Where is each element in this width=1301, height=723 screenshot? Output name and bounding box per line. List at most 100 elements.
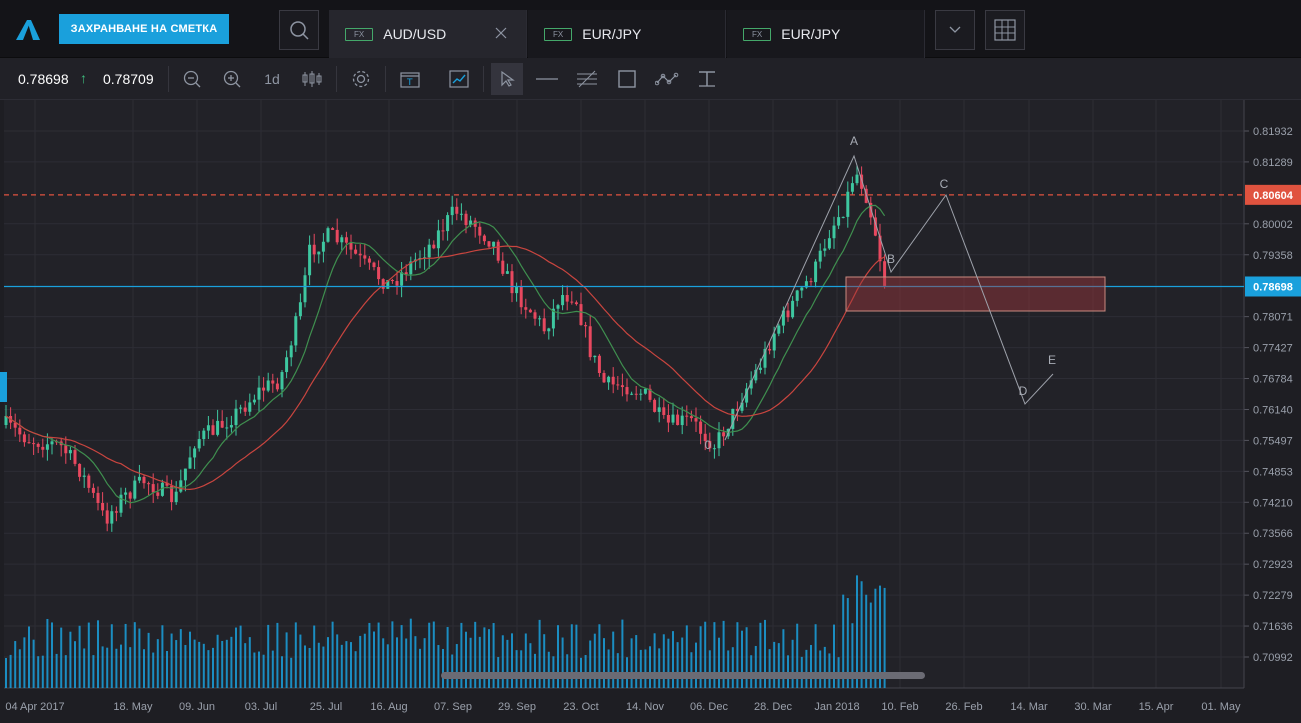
volume-bar	[511, 633, 513, 688]
x-tick-label: 09. Jun	[179, 701, 215, 713]
chart-type-button[interactable]	[296, 63, 328, 95]
fx-badge: FX	[345, 27, 374, 41]
template-button[interactable]: T	[394, 63, 426, 95]
support-zone	[845, 276, 1106, 312]
volume-bar	[193, 639, 196, 688]
candle-body	[501, 260, 505, 274]
save-account-button[interactable]: ЗАХРАНВАНЕ НА СМЕТКА	[59, 14, 229, 44]
candle-body	[114, 511, 118, 513]
volume-bar	[419, 648, 421, 688]
candle-body	[634, 393, 638, 395]
volume-bar	[373, 631, 375, 688]
volume-bar	[428, 622, 431, 688]
x-tick-label: 10. Feb	[881, 701, 918, 713]
candle-body	[689, 416, 693, 419]
wave-label: C	[940, 177, 949, 191]
volume-bar	[354, 651, 357, 688]
side-panel-handle[interactable]	[0, 372, 7, 402]
candle-body	[685, 415, 689, 417]
y-tick-label: 0.75497	[1253, 435, 1293, 447]
volume-bar	[538, 619, 541, 688]
volume-bar	[695, 642, 697, 688]
fibonacci-tool[interactable]	[571, 63, 603, 95]
candle-body	[50, 441, 54, 445]
volume-bar	[869, 602, 872, 688]
price-chart[interactable]: 0.81932 0.81289 0.80002 0.79358 0.78071 0.774…	[0, 100, 1301, 723]
zoom-out-button[interactable]	[176, 63, 208, 95]
y-tick-label: 0.74853	[1253, 466, 1293, 478]
candle-body	[666, 414, 670, 423]
candle-body	[570, 301, 574, 303]
chart-toolbar: 0.78698 ↑ 0.78709 1d	[0, 58, 1301, 100]
wave-pattern	[724, 154, 1054, 441]
candle-body	[827, 238, 831, 249]
volume-bar	[175, 640, 178, 688]
volume-bar	[653, 633, 656, 688]
candle-body	[671, 414, 675, 423]
candle-body	[712, 448, 716, 450]
y-tick-label: 0.73566	[1253, 528, 1293, 540]
layout-grid-button[interactable]	[985, 10, 1025, 50]
candle-body	[266, 380, 270, 391]
volume-bar	[791, 639, 794, 688]
indicators-button[interactable]	[443, 63, 475, 95]
volume-bar	[506, 639, 509, 688]
candle-body	[404, 272, 408, 275]
volume-bar	[147, 632, 150, 688]
candle-body	[170, 485, 174, 503]
candle-body	[308, 244, 312, 276]
candle-body	[818, 250, 822, 262]
candle-body	[326, 228, 330, 242]
tab-eur-jpy-2[interactable]: FX EUR/JPY	[727, 10, 925, 58]
volume-bar	[851, 623, 854, 688]
volume-bar	[313, 625, 316, 688]
volume-bar	[161, 625, 164, 688]
volume-bar	[649, 646, 651, 688]
volume-bar	[718, 637, 720, 688]
candle-body	[179, 480, 183, 492]
volume-bar	[589, 640, 592, 688]
zoom-in-button[interactable]	[216, 63, 248, 95]
tabs-dropdown-button[interactable]	[935, 10, 975, 50]
volume-bar	[124, 623, 127, 688]
volume-bar	[345, 641, 348, 688]
timeframe-button[interactable]: 1d	[264, 71, 280, 87]
candle-body	[211, 425, 215, 435]
close-icon[interactable]	[494, 26, 508, 40]
horizontal-line-tool[interactable]	[531, 63, 563, 95]
candle-body	[763, 348, 767, 368]
candle-body	[137, 476, 141, 481]
tab-eur-jpy-1[interactable]: FX EUR/JPY	[528, 10, 726, 58]
text-tool[interactable]	[691, 63, 723, 95]
volume-bar	[842, 594, 845, 688]
volume-bar	[396, 637, 398, 688]
candle-body	[363, 255, 367, 259]
candle-body	[82, 475, 86, 477]
volume-bar	[317, 642, 320, 688]
candle-body	[883, 261, 887, 287]
volume-bar	[759, 622, 762, 688]
rectangle-tool[interactable]	[611, 63, 643, 95]
candle-body	[220, 420, 224, 428]
candle-body	[607, 376, 611, 383]
volume-bar	[166, 650, 168, 688]
cursor-tool[interactable]	[491, 63, 523, 95]
candle-body	[124, 492, 128, 495]
volume-bar	[143, 649, 145, 688]
volume-bar	[731, 647, 734, 688]
candle-body	[846, 191, 850, 217]
ask-price: 0.78709	[103, 71, 154, 87]
tab-aud-usd[interactable]: FX AUD/USD	[329, 10, 527, 58]
volume-bar	[5, 657, 7, 688]
volume-bar	[331, 621, 334, 688]
settings-button[interactable]	[345, 63, 377, 95]
search-button[interactable]	[279, 10, 319, 50]
volume-bar	[782, 629, 785, 688]
volume-bar	[244, 643, 247, 688]
candle-body	[436, 230, 440, 249]
volume-bar	[120, 644, 122, 688]
candle-body	[188, 457, 192, 469]
volume-bar	[363, 633, 366, 688]
pattern-tool[interactable]	[651, 63, 683, 95]
candle-body	[280, 372, 284, 390]
